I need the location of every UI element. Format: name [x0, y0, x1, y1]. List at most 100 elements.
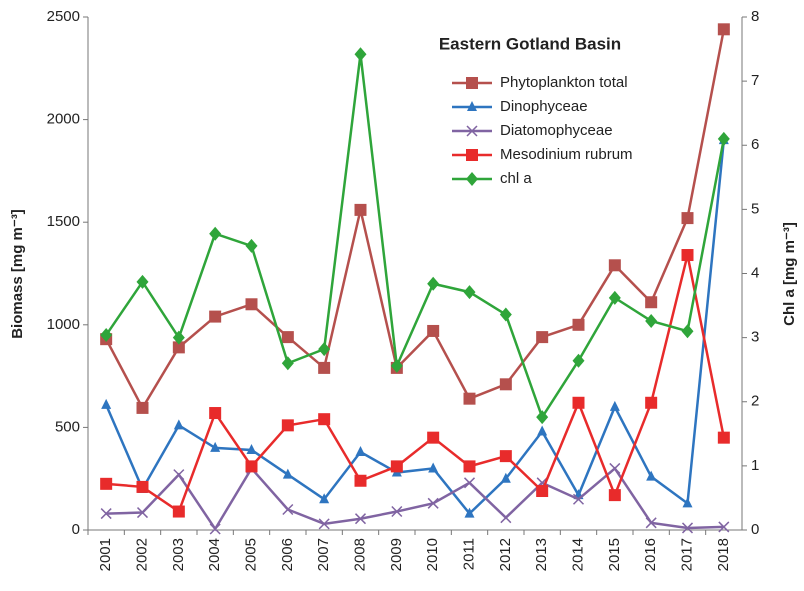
marker [282, 468, 293, 479]
y2-tick-label: 2 [751, 393, 759, 410]
marker [136, 507, 149, 519]
y2-tick-label: 1 [751, 457, 759, 474]
x-tick-label: 2007 [315, 538, 332, 571]
marker [318, 342, 331, 357]
x-tick-label: 2008 [351, 538, 368, 571]
marker [100, 328, 113, 343]
y2-tick-label: 8 [751, 8, 759, 25]
legend-label: Dinophyceae [500, 98, 588, 115]
marker [500, 512, 512, 524]
y-tick-label: 2000 [47, 111, 80, 128]
x-tick-label: 2013 [533, 538, 550, 571]
marker [572, 396, 585, 409]
y2-tick-label: 4 [751, 264, 759, 281]
marker [209, 407, 222, 420]
marker [318, 413, 331, 426]
marker [427, 276, 440, 291]
marker [463, 285, 476, 300]
series-line [105, 29, 726, 411]
marker [427, 324, 440, 337]
marker [464, 507, 475, 518]
y-tick-label: 1000 [47, 316, 80, 333]
marker [609, 462, 621, 474]
marker [427, 497, 439, 509]
marker [172, 330, 185, 345]
marker [391, 506, 403, 518]
marker [245, 298, 258, 311]
y2-axis-label: Chl a [mg m⁻³] [781, 222, 798, 326]
marker [681, 522, 694, 534]
marker [681, 324, 694, 339]
marker [609, 400, 620, 411]
x-tick-label: 2018 [715, 538, 732, 571]
y2-tick-label: 7 [751, 72, 759, 89]
y2-tick-label: 5 [751, 200, 759, 217]
marker [318, 518, 330, 530]
legend-label: Diatomophyceae [500, 122, 613, 139]
marker [390, 460, 403, 473]
marker [500, 472, 511, 483]
x-tick-label: 2011 [460, 538, 477, 570]
marker [536, 410, 549, 425]
marker [717, 131, 730, 146]
marker [100, 477, 113, 490]
series-line [105, 54, 726, 420]
marker [209, 226, 222, 241]
marker [608, 290, 621, 305]
marker [245, 460, 258, 473]
marker [172, 505, 185, 518]
marker [682, 497, 693, 508]
x-tick-label: 2006 [279, 538, 296, 571]
marker [245, 238, 258, 253]
marker [466, 77, 478, 89]
marker [536, 331, 549, 344]
marker [354, 47, 367, 62]
marker [466, 172, 478, 186]
y-tick-label: 500 [55, 418, 80, 435]
marker [499, 378, 512, 391]
x-tick-label: 2017 [678, 538, 695, 571]
x-tick-label: 2014 [569, 538, 586, 571]
marker [428, 462, 439, 473]
legend-label: Phytoplankton total [500, 74, 628, 91]
y2-tick-label: 3 [751, 329, 759, 346]
y2-tick-label: 6 [751, 136, 759, 153]
marker [354, 513, 367, 525]
marker [608, 489, 621, 502]
marker [572, 353, 585, 368]
marker [645, 313, 658, 328]
series-line [106, 466, 724, 532]
marker [463, 460, 476, 473]
marker [173, 419, 184, 430]
marker [319, 493, 330, 504]
marker [209, 310, 222, 323]
x-tick-label: 2004 [206, 538, 223, 571]
marker [354, 203, 367, 216]
marker [209, 523, 221, 535]
marker [463, 392, 476, 405]
marker [463, 477, 476, 489]
x-tick-label: 2009 [388, 538, 405, 571]
marker [354, 474, 367, 487]
marker [281, 419, 294, 432]
marker [681, 249, 694, 262]
marker [718, 521, 730, 533]
marker [136, 274, 149, 289]
marker [646, 470, 657, 481]
marker [136, 480, 149, 493]
marker [101, 398, 112, 409]
marker [717, 23, 730, 36]
x-tick-label: 2010 [424, 538, 441, 571]
marker [282, 503, 294, 516]
marker [173, 469, 185, 481]
x-tick-label: 2015 [606, 538, 623, 571]
marker [281, 356, 294, 371]
marker [536, 485, 549, 498]
marker [246, 443, 257, 454]
legend-label: Mesodinium rubrum [500, 146, 633, 163]
marker [172, 341, 185, 354]
chart-title: Eastern Gotland Basin [439, 34, 621, 53]
marker [467, 101, 477, 111]
marker [645, 396, 658, 409]
